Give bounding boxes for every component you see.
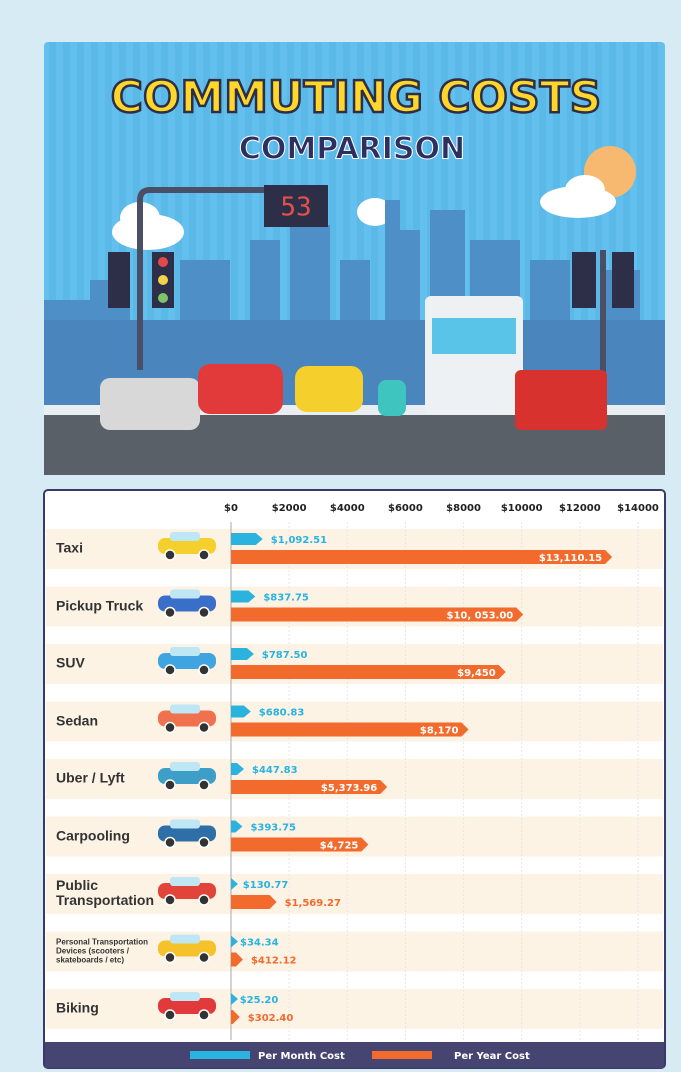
vehicle-window [170,704,200,714]
legend-swatch [372,1051,432,1059]
value-label: $787.50 [262,650,308,661]
bar [231,993,238,1005]
bar [231,705,251,718]
legend-swatch [190,1051,250,1059]
value-label: $34.34 [240,938,279,949]
vehicle-window [170,589,200,599]
chart: $0 $2000 $4000 $6000 $8000 $10000 $12000 $14000… [45,503,664,1068]
value-label: $302.40 [248,1013,294,1024]
bar [231,763,245,775]
value-label: $1,569.27 [285,898,341,909]
row-band [46,874,663,914]
value-label: $8,170 [420,726,459,737]
vehicle-wheel [198,664,210,676]
bar [231,1010,240,1024]
bar [231,533,263,545]
x-tick-label: $14000 [617,503,659,514]
bar [231,820,243,833]
row-band [46,989,663,1029]
bar [231,590,256,603]
category-label: Sedan [56,712,99,728]
vehicle-window [170,762,200,771]
vehicle-wheel [164,664,176,676]
x-tick-label: $10000 [501,503,543,514]
vehicle-wheel [164,1009,176,1021]
category-label: Pickup Truck [56,597,144,613]
x-tick-label: $4000 [330,503,365,514]
bar [231,895,277,909]
bar [231,952,243,967]
vehicle-wheel [198,894,210,906]
legend-bg [45,1042,664,1068]
value-label: $393.75 [250,823,296,834]
vehicle-wheel [198,779,210,791]
header-illustration: COMMUTING COSTS COMPARISON 53 [44,42,665,475]
category-label: Uber / Lyft [56,769,125,786]
value-label: $1,092.51 [271,535,327,546]
category-label: Taxi [56,539,83,556]
chart-subtitle: COMPARISON [239,132,465,167]
vehicle-window [170,992,200,1001]
value-label: $837.75 [263,593,309,604]
vehicle-window [170,532,200,541]
vehicle-wheel [198,951,210,964]
value-label: $4,725 [320,841,359,852]
vehicle-wheel [164,779,176,791]
vehicle-wheel [164,606,176,619]
x-tick-label: $6000 [388,503,423,514]
vehicle-wheel [198,1009,210,1021]
value-label: $9,450 [457,668,496,679]
value-label: $10, 053.00 [447,611,514,622]
bar [231,935,238,948]
chart-title: COMMUTING COSTS [111,72,602,123]
vehicle-wheel [164,894,176,906]
x-tick-label: $12000 [559,503,601,514]
bar [231,878,238,890]
value-label: $13,110.15 [539,553,602,564]
value-label: $5,373.96 [321,783,377,794]
legend-label: Per Month Cost [258,1051,345,1062]
vehicle-wheel [198,836,210,849]
category-label: SUV [56,654,85,671]
value-label: $25.20 [240,995,279,1006]
bar [231,780,388,794]
x-tick-label: $0 [224,503,238,514]
vehicle-window [170,877,200,886]
bar [231,648,254,660]
vehicle-window [170,819,200,829]
sign-text: 53 [280,193,311,223]
value-label: $447.83 [252,765,298,776]
legend-label: Per Year Cost [454,1051,530,1062]
bar [231,550,613,564]
category-label: Public Transportation [56,877,155,908]
bar [231,837,369,852]
category-label: Biking [56,999,99,1016]
vehicle-window [170,647,200,656]
category-label: Personal Transportation Devices (scooter… [56,937,149,964]
bar [231,665,506,679]
vehicle-wheel [198,606,210,619]
value-label: $130.77 [243,880,289,891]
vehicle-wheel [164,549,176,561]
bar [231,607,524,622]
category-label: Carpooling [56,827,130,843]
vehicle-wheel [164,836,176,849]
row-band [46,931,663,972]
x-tick-label: $2000 [272,503,307,514]
value-label: $680.83 [259,708,305,719]
vehicle-wheel [198,549,210,561]
vehicle-wheel [164,721,176,734]
vehicle-wheel [198,721,210,734]
vehicle-wheel [164,951,176,964]
value-label: $412.12 [251,956,297,967]
x-tick-label: $8000 [446,503,481,514]
bar [231,722,469,737]
vehicle-window [170,934,200,944]
